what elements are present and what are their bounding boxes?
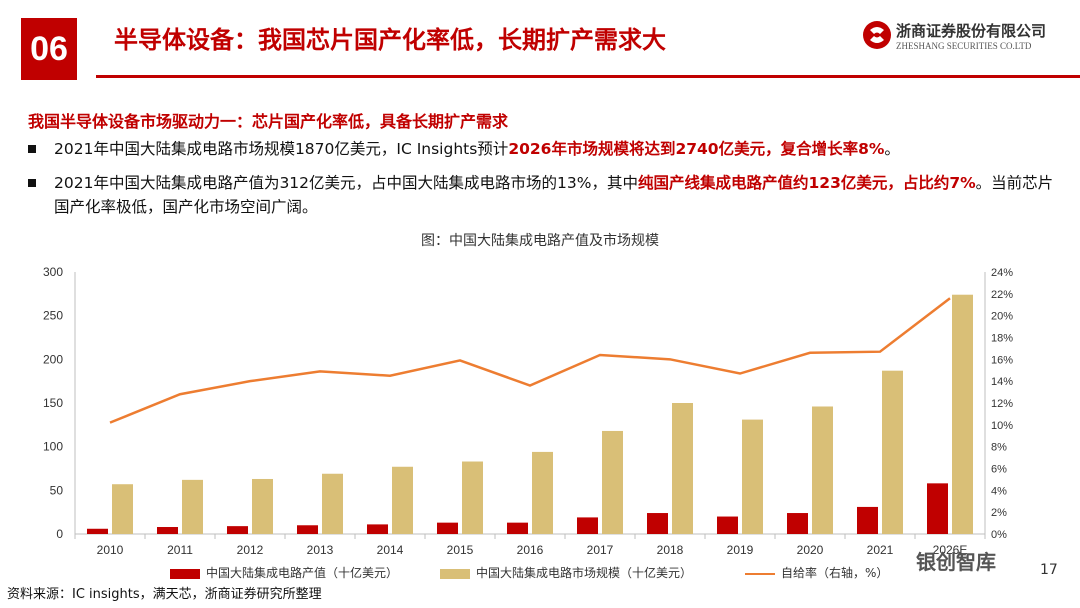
y2-tick-label: 10% [991, 420, 1013, 432]
company-logo: 浙商证券股份有限公司 ZHESHANG SECURITIES CO.LTD [862, 20, 1062, 60]
chart-title: 图：中国大陆集成电路产值及市场规模 [421, 233, 659, 249]
x-tick-label: 2015 [447, 543, 474, 557]
legend-swatch [440, 568, 470, 579]
x-tick-label: 2012 [237, 543, 264, 557]
y-tick-label: 250 [43, 309, 63, 323]
bullet-square-icon [28, 145, 36, 153]
logo-name-cn: 浙商证券股份有限公司 [896, 22, 1047, 40]
watermark-text: 银创智库 [916, 550, 996, 574]
y-tick-label: 300 [43, 265, 63, 279]
y2-tick-label: 20% [991, 311, 1013, 323]
bullet-highlight: 纯国产线集成电路产值约123亿美元，占比约7% [638, 174, 976, 192]
bullet-text: 。当前芯片国产化率极低，国产化市场空间广阔。 [54, 174, 1054, 216]
y2-tick-label: 18% [991, 333, 1013, 345]
x-tick-label: 2013 [307, 543, 334, 557]
y2-tick-label: 6% [991, 464, 1007, 476]
y-tick-label: 200 [43, 352, 63, 366]
page-number: 17 [1040, 562, 1058, 578]
section-number-badge: 06 [21, 18, 77, 80]
y-tick-label: 50 [50, 483, 64, 497]
legend-item-output: 中国大陆集成电路产值（十亿美元） [170, 564, 398, 581]
bar-market [812, 406, 833, 534]
line-self-sufficiency [109, 297, 951, 424]
legend-label: 自给率（右轴，%） [781, 566, 889, 580]
page-title: 半导体设备：我国芯片国产化率低，长期扩产需求大 [114, 26, 666, 54]
legend-line [745, 572, 775, 575]
bar-output [857, 506, 878, 534]
bullet-item-1: 2021年中国大陆集成电路市场规模1870亿美元，IC Insights预计20… [28, 137, 1058, 161]
bar-output [157, 527, 178, 534]
bullet-item-2: 2021年中国大陆集成电路产值为312亿美元，占中国大陆集成电路市场的13%，其… [28, 171, 1058, 219]
bar-output [87, 528, 108, 534]
bar-market [952, 294, 973, 534]
bar-market [322, 473, 343, 534]
y2-tick-label: 24% [991, 267, 1013, 279]
logo-icon [863, 21, 891, 49]
legend-item-market: 中国大陆集成电路市场规模（十亿美元） [440, 564, 692, 581]
x-tick-label: 2021 [867, 543, 894, 557]
x-tick-label: 2019 [727, 543, 754, 557]
legend-item-ratio: 自给率（右轴，%） [745, 564, 888, 581]
x-tick-label: 2014 [377, 543, 404, 557]
bar-market [532, 451, 553, 534]
bar-output [297, 525, 318, 534]
y2-tick-label: 2% [991, 507, 1007, 519]
y2-tick-label: 22% [991, 289, 1013, 301]
title-underline [96, 75, 1080, 78]
y-tick-label: 0 [56, 527, 63, 541]
x-tick-label: 2026E [933, 543, 968, 557]
legend-label: 中国大陆集成电路市场规模（十亿美元） [476, 566, 693, 580]
x-tick-label: 2016 [517, 543, 544, 557]
bar-market [672, 403, 693, 534]
y-tick-label: 150 [43, 396, 63, 410]
x-tick-label: 2020 [797, 543, 824, 557]
bullet-text: 2021年中国大陆集成电路市场规模1870亿美元，IC Insights预计 [54, 140, 509, 158]
section-subheading: 我国半导体设备市场驱动力一：芯片国产化率低，具备长期扩产需求 [28, 112, 509, 131]
y2-tick-label: 4% [991, 485, 1007, 497]
x-tick-label: 2017 [587, 543, 614, 557]
y2-tick-label: 0% [991, 529, 1007, 541]
x-tick-label: 2010 [97, 543, 124, 557]
x-tick-label: 2011 [167, 543, 193, 557]
bar-market [462, 461, 483, 534]
bar-market [182, 479, 203, 534]
bar-output [367, 524, 388, 534]
bullet-text: 。 [884, 140, 900, 158]
bar-output [717, 516, 738, 534]
source-note: 资料来源：IC insights，满天芯，浙商证券研究所整理 [7, 587, 322, 602]
bar-output [647, 513, 668, 534]
y2-tick-label: 8% [991, 442, 1007, 454]
bar-output [927, 483, 948, 534]
bar-market [112, 484, 133, 534]
bar-market [252, 478, 273, 534]
legend-swatch [170, 568, 200, 579]
y2-tick-label: 16% [991, 354, 1013, 366]
logo-name-en: ZHESHANG SECURITIES CO.LTD [896, 41, 1032, 51]
bar-market [392, 466, 413, 534]
y-tick-label: 100 [43, 440, 63, 454]
bar-output [227, 526, 248, 534]
x-tick-label: 2018 [657, 543, 684, 557]
bar-market [742, 419, 763, 534]
legend-label: 中国大陆集成电路产值（十亿美元） [206, 566, 399, 580]
bullet-text: 2021年中国大陆集成电路产值为312亿美元，占中国大陆集成电路市场的13%，其… [54, 174, 638, 192]
bar-output [787, 513, 808, 534]
bar-output [577, 517, 598, 534]
bar-market [602, 430, 623, 534]
y2-tick-label: 14% [991, 376, 1013, 388]
bullet-highlight: 2026年市场规模将达到2740亿美元，复合增长率8% [508, 140, 885, 158]
combo-chart: 0 50 100 150 200 250 300 0% 2% 4% 6% 8% 10% 12% 14% 16%… [43, 265, 1013, 557]
y2-tick-label: 12% [991, 398, 1013, 410]
bullet-square-icon [28, 179, 36, 187]
bar-output [507, 522, 528, 534]
bar-output [437, 522, 458, 534]
bar-market [882, 370, 903, 534]
